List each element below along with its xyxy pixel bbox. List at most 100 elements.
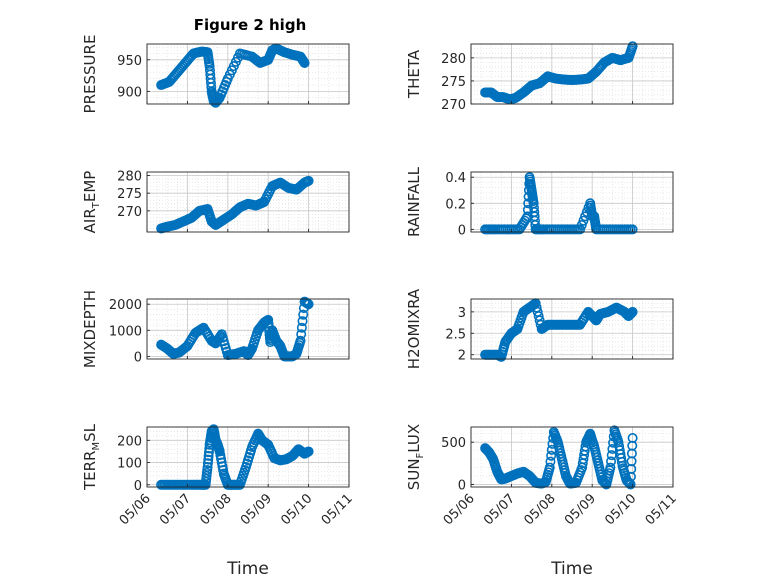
axes-box [146,43,350,105]
data-point-interp [215,450,226,461]
y-axis-label: MIXDEPTH [81,290,99,368]
data-point-interp [216,457,227,468]
y-tick-label: 900 [117,85,142,100]
data-point-interp [627,440,638,451]
series-points [156,296,314,362]
y-tick-label: 2 [458,349,466,364]
data-point-interp [595,62,606,73]
series-points [480,172,638,235]
data-point-interp [215,330,226,341]
data-point-interp [176,62,187,73]
data-point-interp [545,456,556,467]
x-tick-label: 05/10 [602,491,639,528]
x-tick-label: 05/06 [441,491,478,528]
subplot-terr: 0 100 200 05/06 05/07 05/08 05/09 05/10 05/11 TER… [81,423,356,579]
axes-box [146,171,350,233]
y-axis-label: AIRTEMP [81,171,102,234]
data-point-interp [522,204,533,215]
y-axis-label: RAINFALL [405,166,423,237]
x-tick-label: 05/11 [643,491,680,528]
y-tick-label: 275 [441,75,466,90]
grid [470,171,674,232]
y-axis-label: THETA [405,49,423,99]
figure-title: Figure 2 high [194,16,307,34]
x-tick-label: 05/09 [238,491,275,528]
y-tick-label: 2.5 [445,327,466,342]
data-point-interp [168,72,179,83]
subplot-h2omixra: 2 2.5 3 H2OMIXRA [405,288,674,369]
axes-box [470,171,674,233]
y-tick-label: 1000 [109,324,142,339]
y-tick-label: 0 [458,478,466,493]
y-axis-label: H2OMIXRA [405,288,423,369]
data-point-interp [302,298,313,309]
data-point-interp [297,316,308,327]
data-point-interp [587,70,598,81]
y-tick-label: 0.2 [445,197,466,212]
data-point-interp [537,224,548,235]
data-point-interp [203,450,214,461]
series-points [480,425,638,490]
data-point-interp [519,215,530,226]
subplot-pressure: 900 950 PRESSURE [81,35,350,113]
y-tick-label: 270 [117,205,142,220]
data-point-interp [578,215,589,226]
data-point-interp [296,322,307,333]
y-axis-label: SUNFLUX [405,424,426,490]
series-points [156,175,314,234]
data-point-interp [216,453,227,464]
y-tick-label: 3 [458,306,466,321]
data-point-interp [298,56,309,67]
y-axis-label: TERRMSL [81,423,102,491]
data-point-interp [606,456,617,467]
x-tick-label: 05/07 [481,491,518,528]
data-point-interp [579,445,590,456]
axes-box [470,426,674,488]
x-axis-label: Time [550,559,593,579]
subplot-mixdepth: 0 1000 2000 MIXDEPTH [81,290,350,368]
data-point-interp [239,464,250,475]
y-tick-label: 0 [134,479,142,494]
data-point-interp [302,446,313,457]
data-point-interp [616,452,627,463]
data-point-interp [626,307,637,318]
y-tick-label: 200 [117,434,142,449]
y-tick-label: 950 [117,54,142,69]
axes-box [146,426,350,488]
axes-box [146,298,350,360]
data-point-interp [302,176,313,187]
x-tick-label: 05/11 [319,491,356,528]
data-point-interp [178,344,189,355]
x-tick-label: 05/06 [117,491,154,528]
x-axis-label: Time [226,559,269,579]
y-tick-label: 275 [117,187,142,202]
x-tick-label: 05/08 [198,491,235,528]
data-point-interp [204,58,215,69]
data-point-interp [612,435,623,446]
data-point-interp [203,447,214,458]
subplot-theta: 270 275 280 THETA [405,41,674,113]
data-point-interp [202,464,213,475]
data-point-interp [202,458,213,469]
x-tick-label: 05/07 [157,491,194,528]
data-point-interp [576,465,587,476]
data-point-interp [625,224,636,235]
x-tick-label: 05/08 [522,491,559,528]
subplot-sun: 0 500 05/06 05/07 05/08 05/09 05/10 05/11 SUNFLU… [405,424,680,579]
x-tick-label: 05/09 [562,491,599,528]
data-point-interp [217,461,228,472]
axes-box [470,298,674,360]
data-point-interp [263,318,274,329]
series-points [156,424,314,490]
data-point-interp [184,53,195,64]
data-point-interp [298,309,309,320]
data-point-interp [203,454,214,465]
data-point-interp [528,196,539,207]
y-tick-label: 2000 [109,298,142,313]
y-tick-label: 280 [117,170,142,185]
data-point-interp [624,478,635,489]
y-tick-label: 500 [441,436,466,451]
series-points [480,298,638,362]
y-tick-label: 280 [441,52,466,67]
